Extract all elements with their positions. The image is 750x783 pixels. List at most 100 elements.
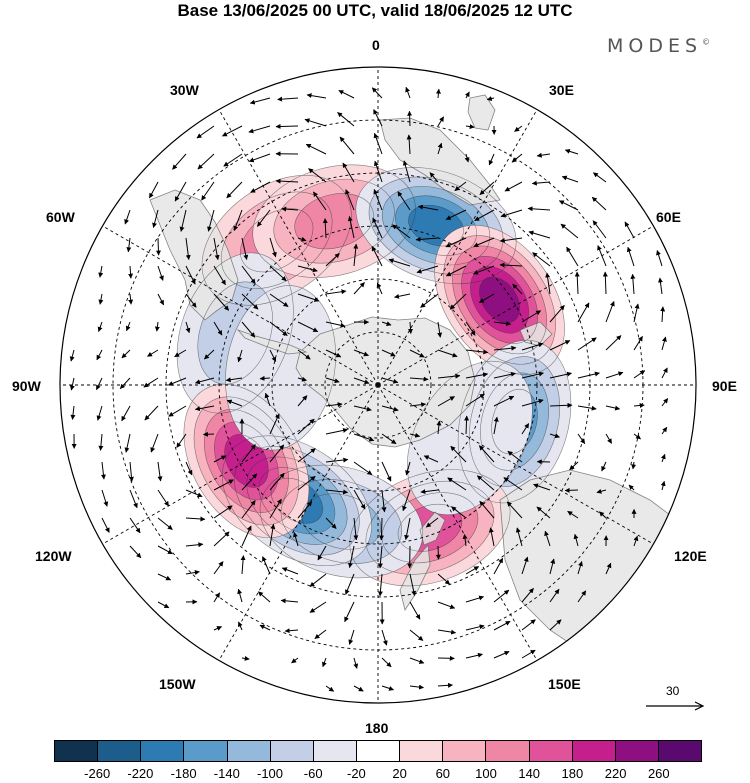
wind-vector <box>262 556 271 575</box>
wind-vector <box>347 216 355 239</box>
wind-vector <box>527 206 551 212</box>
wind-vector <box>207 209 215 232</box>
wind-vector <box>420 489 439 495</box>
wind-vector <box>493 345 517 351</box>
south-america <box>149 189 239 321</box>
wind-vector <box>515 527 523 547</box>
wind-vector <box>437 682 454 688</box>
wind-vector <box>656 250 663 267</box>
wind-vector <box>172 153 187 170</box>
lon-label-0: 0 <box>372 37 380 53</box>
wind-vector <box>521 398 544 407</box>
wind-vector <box>602 271 608 295</box>
wind-vector <box>69 377 75 391</box>
wind-vector <box>98 265 104 278</box>
wind-vector <box>462 533 468 547</box>
wind-vector <box>174 181 187 202</box>
wind-vector <box>194 405 215 412</box>
wind-vector <box>451 506 467 519</box>
wind-vector <box>256 209 271 227</box>
meridian-line <box>377 384 654 545</box>
colorbar-bin <box>226 741 270 761</box>
wind-vector <box>404 517 411 541</box>
wind-vector <box>196 125 215 139</box>
wind-vector <box>465 349 489 355</box>
wind-vector <box>275 178 299 184</box>
wind-vector <box>129 517 141 534</box>
wind-vector <box>297 376 307 382</box>
wind-vector <box>437 142 443 155</box>
wind-vector <box>504 181 523 192</box>
wind-vector <box>241 293 259 310</box>
wind-vector <box>381 405 399 412</box>
wind-vector <box>577 590 587 603</box>
wind-vector <box>269 413 280 435</box>
wind-vector <box>96 377 103 391</box>
wind-vector <box>213 479 234 491</box>
wind-vector <box>423 455 439 463</box>
wind-vector <box>101 489 109 507</box>
wind-vector <box>445 265 467 277</box>
wind-vector <box>225 377 243 383</box>
wind-vector <box>129 489 138 509</box>
wind-vector <box>291 657 299 664</box>
wind-vector <box>521 423 530 435</box>
wind-vector <box>533 483 551 491</box>
wind-vector <box>478 445 495 463</box>
wind-vector <box>435 88 441 99</box>
wind-vector <box>660 453 666 463</box>
wind-vector <box>450 445 467 463</box>
lat-lon-grid <box>60 67 696 703</box>
wind-vector <box>394 293 411 299</box>
lon-label-60w: 60W <box>46 209 75 225</box>
wind-vector <box>297 293 320 302</box>
wind-vector <box>409 402 427 408</box>
contour-lines <box>176 164 572 587</box>
wind-vector <box>416 265 439 274</box>
wind-vector <box>325 349 342 358</box>
wind-vector <box>521 342 544 351</box>
wind-vector <box>149 181 159 199</box>
anomaly-contour-line <box>381 186 491 266</box>
wind-vector <box>528 230 551 239</box>
wind-vector <box>264 392 271 407</box>
wind-vector <box>601 461 607 472</box>
wind-vector <box>633 403 645 409</box>
wind-vector <box>147 349 159 357</box>
colorbar-bin <box>485 741 529 761</box>
wind-vector <box>661 367 668 379</box>
wind-vector <box>605 433 613 444</box>
wind-vector <box>185 461 193 476</box>
wind-vector <box>521 619 536 631</box>
polar-map <box>59 66 697 704</box>
colorbar-bin <box>657 741 702 761</box>
wind-vector <box>373 188 383 211</box>
wind-vector <box>325 402 343 408</box>
wind-vector <box>407 110 413 127</box>
wind-vector <box>409 629 424 641</box>
wind-vector <box>549 402 573 408</box>
colorbar-bin <box>442 741 486 761</box>
wind-vector <box>596 488 607 494</box>
colorbar-bin <box>55 741 98 761</box>
wind-vector <box>322 218 328 239</box>
wind-vector <box>168 405 187 417</box>
wind-vector <box>372 217 383 239</box>
wind-vector <box>447 477 467 491</box>
wind-vector <box>157 265 164 281</box>
wind-vector <box>628 484 635 491</box>
wind-vector <box>269 498 282 519</box>
colorbar-tick-label: -100 <box>256 766 284 781</box>
anomaly-contour-line <box>368 176 504 275</box>
wind-vector <box>597 245 607 267</box>
wind-vector <box>397 191 411 211</box>
wind-vector <box>567 510 579 519</box>
wind-vector <box>473 265 495 275</box>
colorbar-tick-label: -220 <box>127 766 154 781</box>
wind-vector <box>409 349 425 358</box>
wind-vector <box>409 601 421 620</box>
wind-vector <box>157 489 170 507</box>
wind-vector <box>660 306 666 323</box>
wind-vector <box>202 431 215 437</box>
wind-vector <box>549 371 572 379</box>
